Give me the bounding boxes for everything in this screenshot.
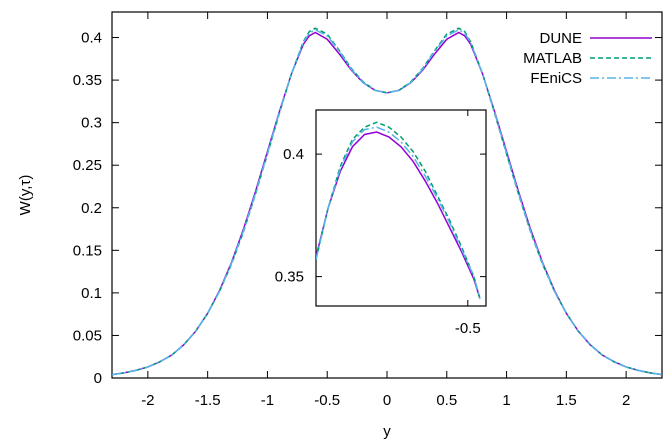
main-x-tick-label: 0 — [383, 392, 391, 409]
main-y-tick-label: 0.4 — [81, 30, 102, 47]
legend-label-dune: DUNE — [539, 30, 582, 47]
inset-y-tick-label: 0.4 — [283, 146, 304, 163]
legend-label-fenics: FEniCS — [530, 70, 582, 87]
main-y-tick-label: 0.15 — [73, 242, 102, 259]
main-y-tick-label: 0.25 — [73, 157, 102, 174]
y-axis-label: W(y,τ) — [17, 175, 34, 216]
main-y-tick-label: 0.05 — [73, 327, 102, 344]
main-y-tick-label: 0.1 — [81, 285, 102, 302]
main-series-fenics — [112, 29, 662, 376]
main-y-tick-label: 0.35 — [73, 72, 102, 89]
main-y-tick-label: 0.2 — [81, 200, 102, 217]
main-x-tick-label: -1.5 — [195, 392, 221, 409]
inset-x-tick-label: -0.5 — [455, 320, 481, 337]
inset-y-tick-label: 0.35 — [275, 269, 304, 286]
main-x-tick-label: -2 — [141, 392, 154, 409]
legend: DUNE MATLAB FEniCS — [523, 30, 652, 87]
x-axis-label: y — [383, 423, 391, 440]
inset-series-dune — [316, 131, 481, 299]
inset-series-matlab — [316, 121, 481, 299]
main-x-tick-label: -1 — [261, 392, 274, 409]
main-x-tick-label: 1.5 — [556, 392, 577, 409]
inset-plot: -0.500.350.4 — [275, 109, 487, 337]
main-x-tick-label: 0.5 — [436, 392, 457, 409]
inset-series-fenics — [316, 126, 481, 299]
main-x-tick-label: 1 — [502, 392, 510, 409]
main-x-tick-label: 2 — [622, 392, 630, 409]
inset-frame — [315, 109, 487, 307]
main-x-tick-label: -0.5 — [314, 392, 340, 409]
main-y-tick-label: 0 — [94, 370, 102, 387]
legend-label-matlab: MATLAB — [523, 50, 582, 67]
main-y-tick-label: 0.3 — [81, 115, 102, 132]
